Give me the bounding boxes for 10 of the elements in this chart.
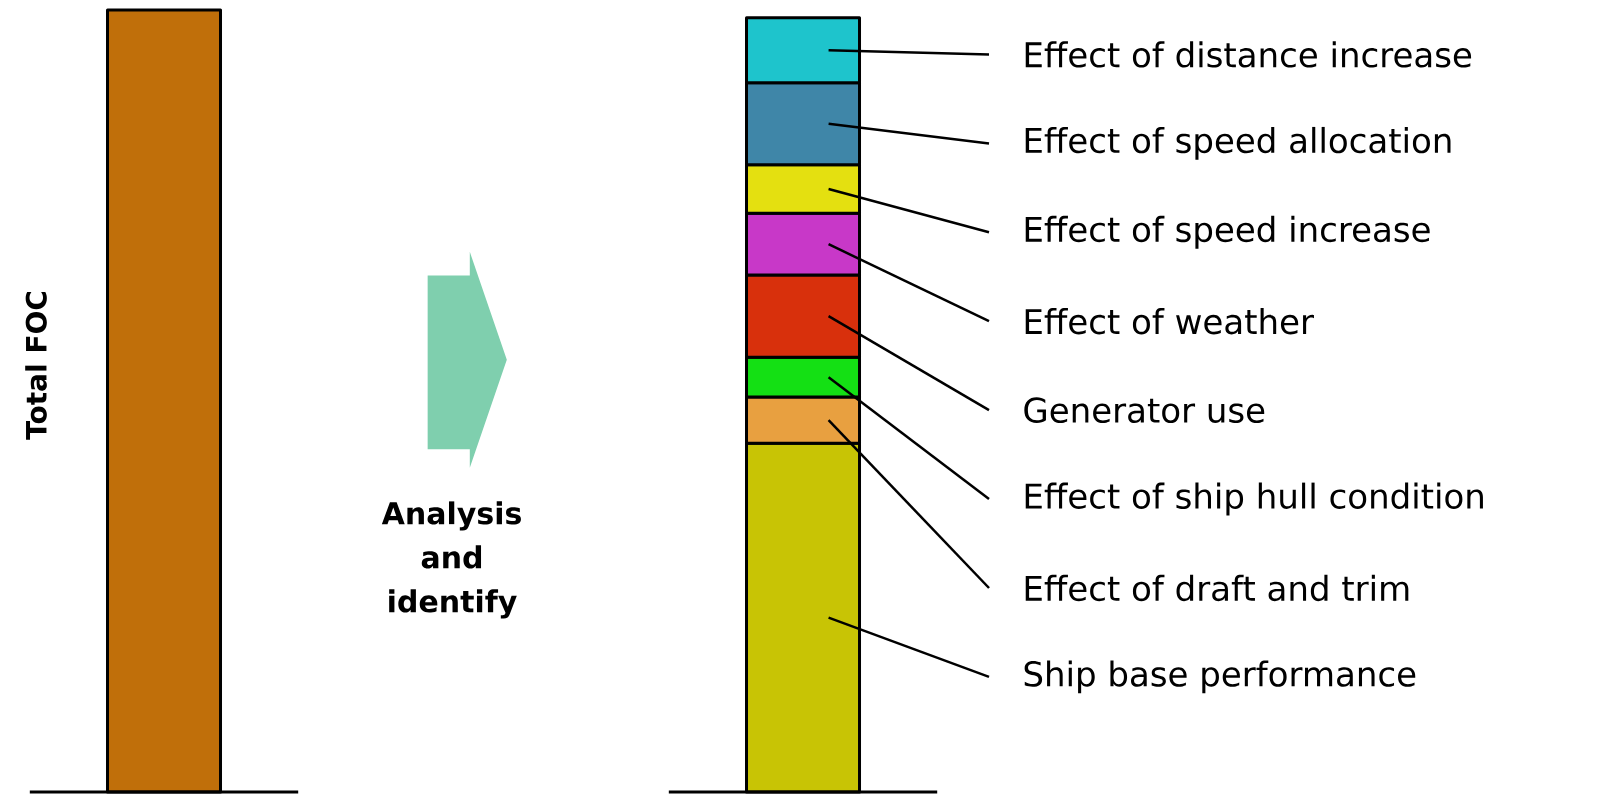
legend-label: Effect of speed increase (1025, 215, 1430, 249)
legend-label: Effect of distance increase (1025, 41, 1472, 68)
annotation: Analysis and identify (381, 501, 521, 619)
legend-label: Effect of speed allocation (1025, 126, 1451, 160)
y-axis-title: Total FOC (25, 291, 47, 440)
text: Effect of ship hull condition (1025, 482, 1483, 516)
text: Generator use (1024, 397, 1265, 423)
text: Effect of weather (1025, 308, 1314, 335)
text: Effect of draft and trim (1025, 574, 1409, 602)
text: Ship base performance (1024, 660, 1416, 694)
